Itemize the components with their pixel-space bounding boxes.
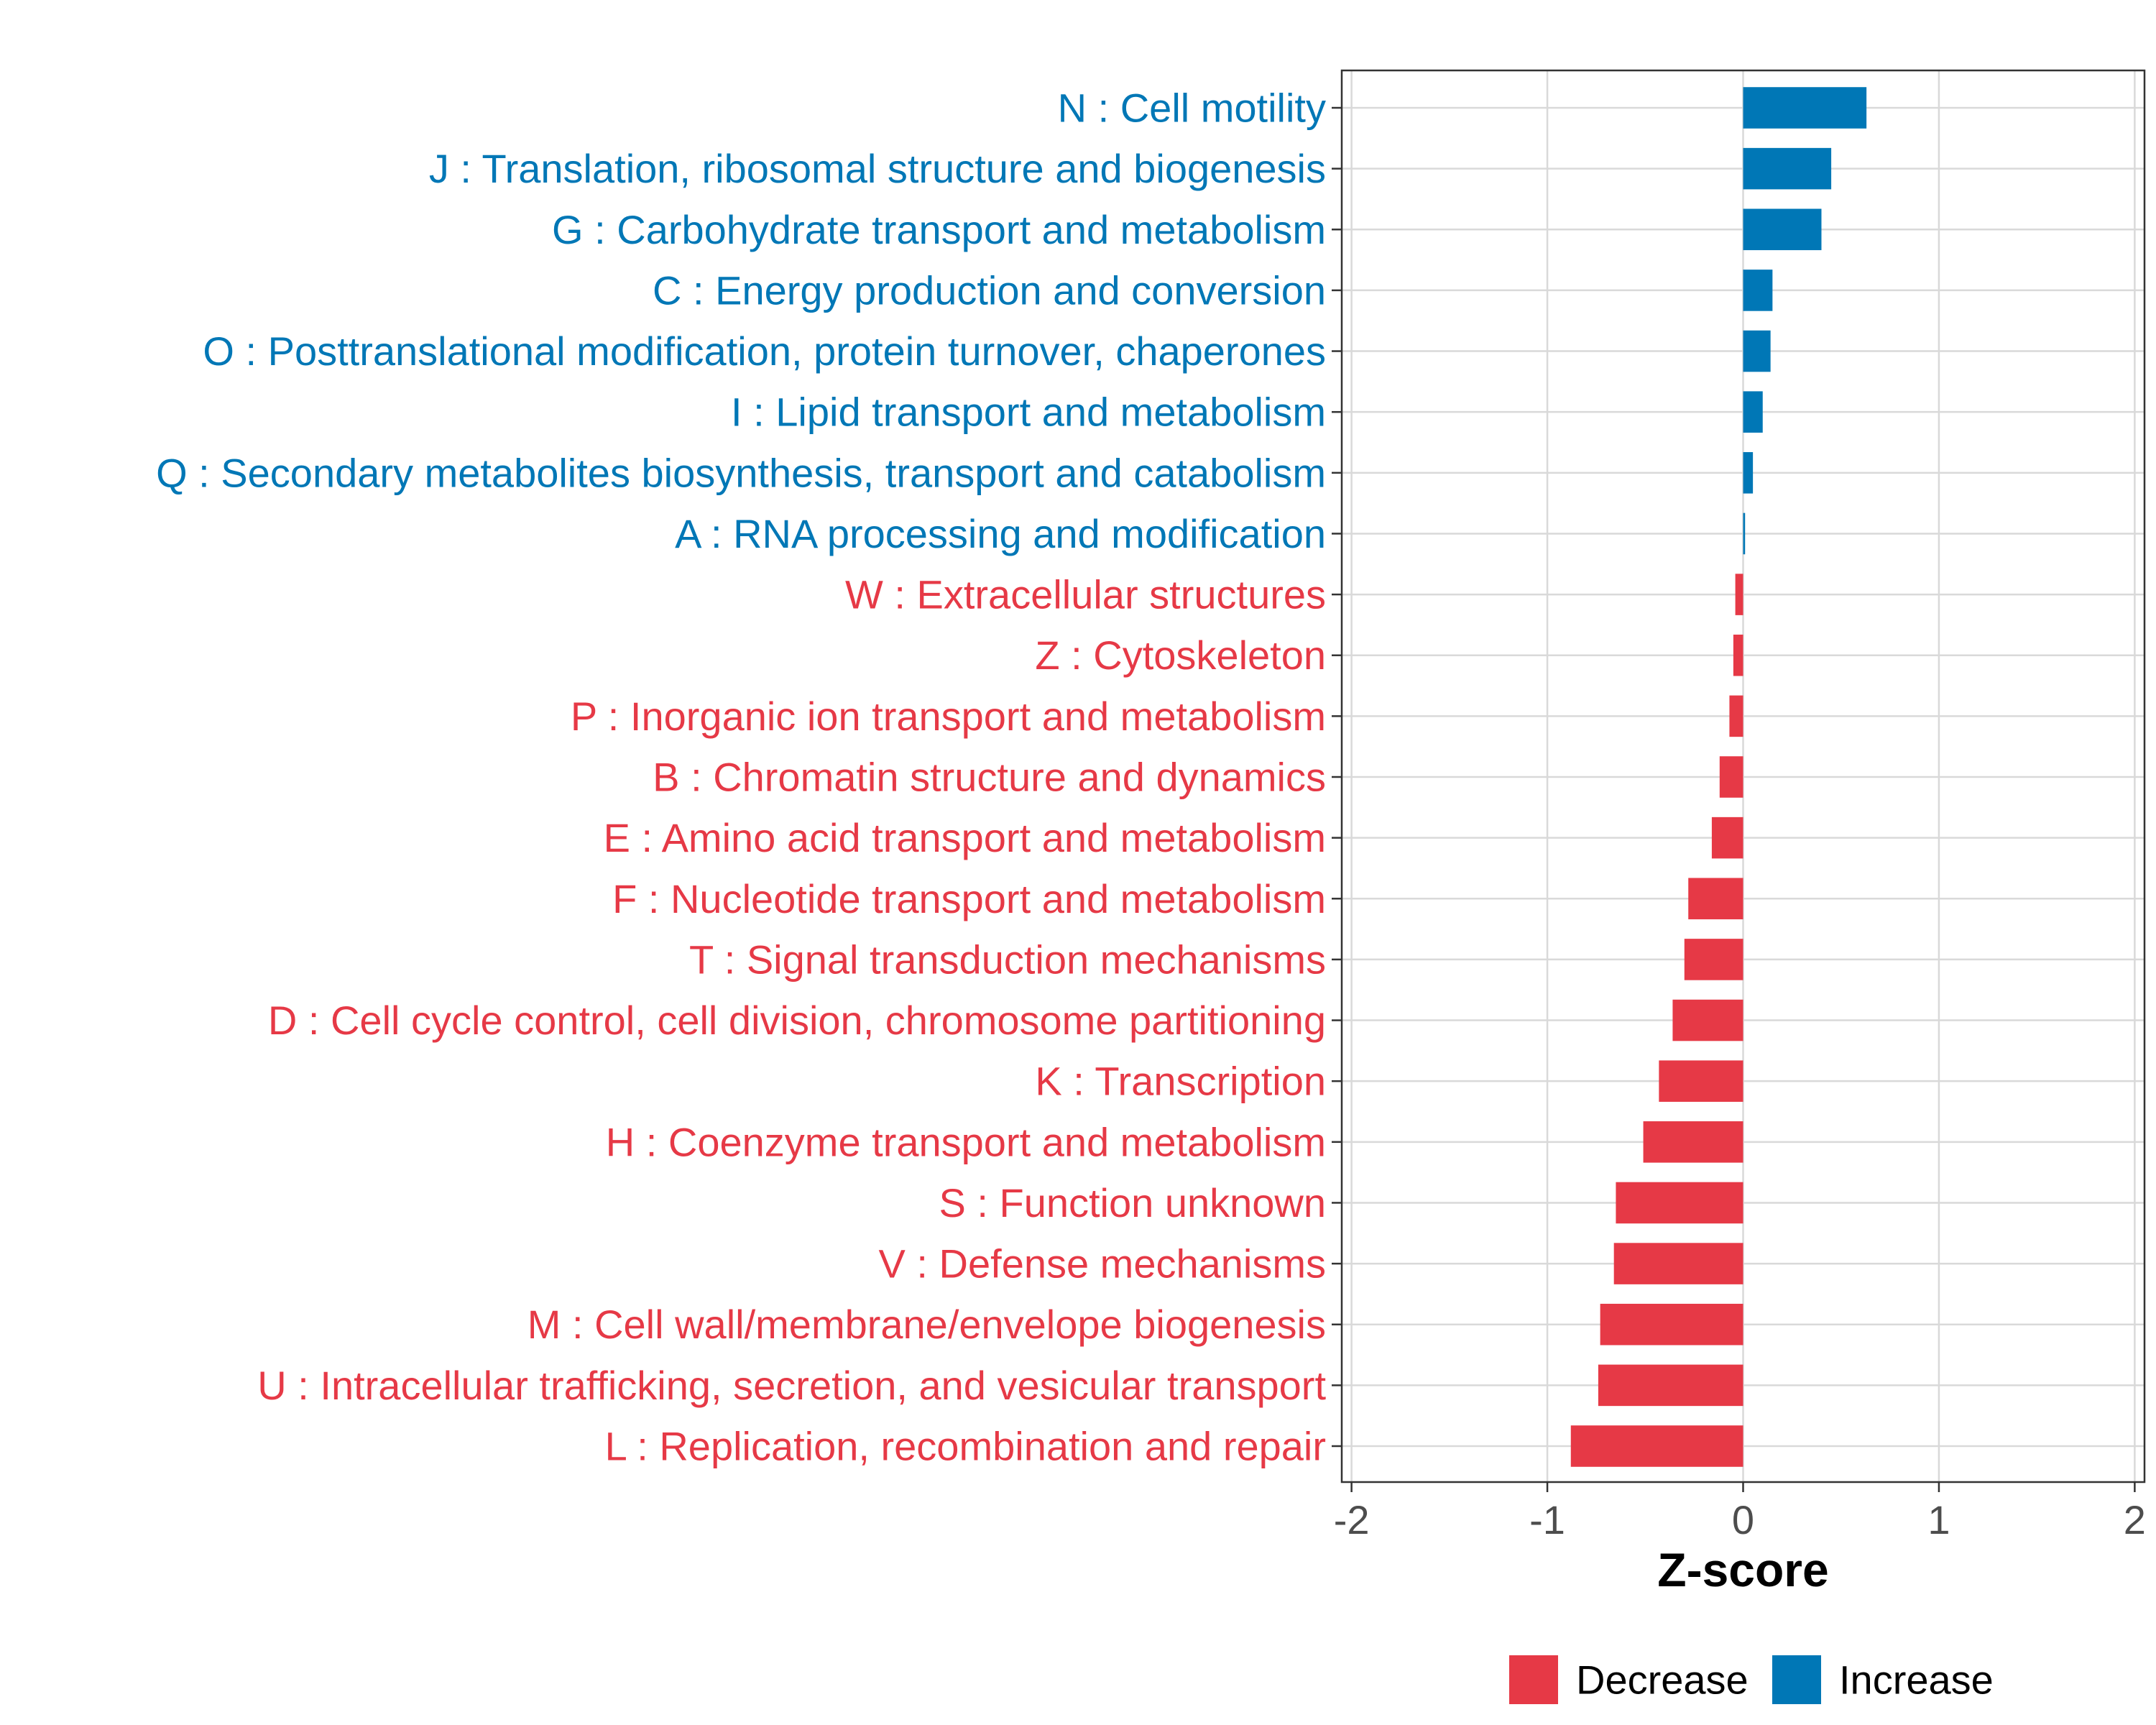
category-label: E : Amino acid transport and metabolism [604,815,1326,860]
category-label: Q : Secondary metabolites biosynthesis, … [156,450,1326,495]
ticks-layer [1332,106,2136,1492]
bar-q [1743,452,1754,494]
x-tick-label: 0 [1732,1497,1754,1542]
category-label: T : Signal transduction mechanisms [689,937,1326,982]
bar-z [1733,634,1743,676]
bars-layer [1570,87,1867,1467]
category-label: V : Defense mechanisms [879,1241,1326,1287]
bar-d [1672,999,1743,1041]
legend-label-increase: Increase [1839,1657,1994,1703]
bar-e [1711,816,1743,859]
bar-w [1735,574,1743,615]
bar-s [1616,1182,1743,1224]
bar-l [1570,1425,1743,1467]
bar-m [1600,1303,1743,1346]
bar-u [1598,1364,1743,1407]
category-label: C : Energy production and conversion [653,267,1326,313]
bar-i [1743,391,1763,433]
bar-o [1743,330,1771,372]
legend-swatch-decrease [1509,1655,1558,1704]
bar-a [1743,512,1746,555]
category-label: A : RNA processing and modification [675,511,1326,556]
legend: Decrease Increase [1509,1655,1994,1704]
x-axis-title: Z-score [1657,1543,1828,1596]
bar-g [1743,208,1822,251]
category-label: N : Cell motility [1058,86,1326,131]
category-label: K : Transcription [1035,1059,1326,1104]
category-label: D : Cell cycle control, cell division, c… [268,998,1326,1043]
category-label: S : Function unknown [939,1180,1326,1225]
category-label: U : Intracellular trafficking, secretion… [257,1363,1326,1408]
category-label: W : Extracellular structures [845,572,1326,617]
bar-p [1729,695,1743,737]
x-tick-label: 2 [2124,1497,2146,1542]
bar-f [1688,878,1743,920]
legend-swatch-increase [1772,1655,1821,1704]
bar-j [1743,147,1832,190]
category-label: L : Replication, recombination and repai… [605,1424,1326,1469]
bar-h [1643,1121,1743,1163]
bar-n [1743,87,1867,129]
category-label: F : Nucleotide transport and metabolism [612,876,1326,921]
category-label: P : Inorganic ion transport and metaboli… [571,694,1326,739]
bar-t [1684,939,1743,980]
category-label: B : Chromatin structure and dynamics [653,755,1326,800]
bar-v [1613,1243,1743,1284]
x-tick-label: -1 [1529,1497,1565,1542]
x-tick-label: -2 [1334,1497,1370,1542]
category-label: Z : Cytoskeleton [1035,632,1326,678]
x-tick-label: 1 [1927,1497,1950,1542]
category-label: I : Lipid transport and metabolism [731,390,1326,435]
labels-layer: N : Cell motility J : Translation, riboso… [156,86,2146,1543]
category-label: M : Cell wall/membrane/envelope biogenes… [528,1302,1326,1347]
legend-label-decrease: Decrease [1576,1657,1749,1703]
category-label: J : Translation, ribosomal structure and… [429,146,1326,191]
bar-b [1719,756,1743,798]
category-label: O : Posttranslational modification, prot… [203,328,1326,374]
bar-k [1659,1060,1743,1102]
category-label: G : Carbohydrate transport and metabolis… [552,207,1326,252]
category-label: H : Coenzyme transport and metabolism [606,1119,1326,1164]
bar-c [1743,270,1773,311]
